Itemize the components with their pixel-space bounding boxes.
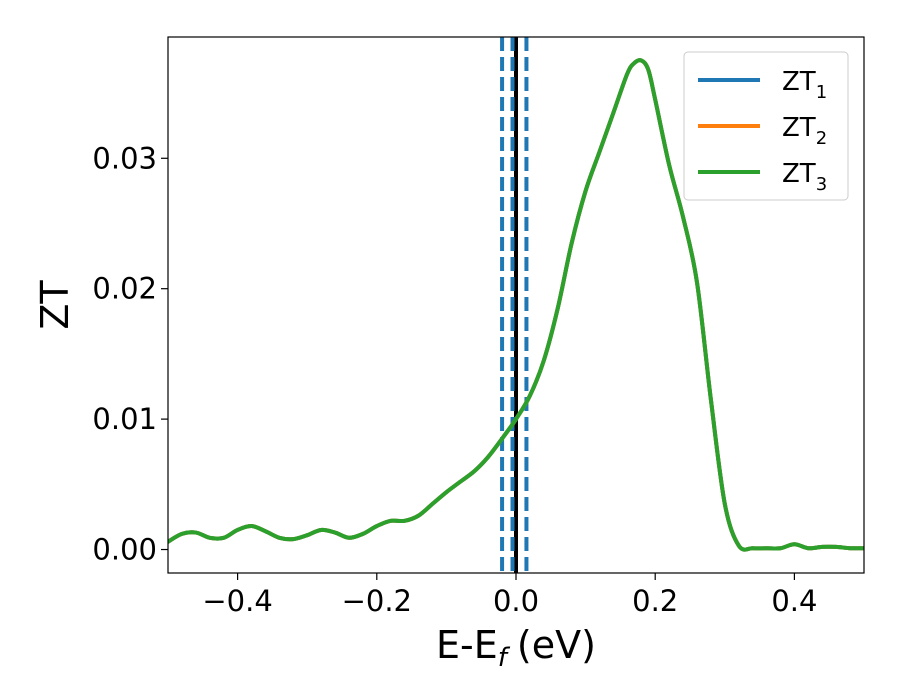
x-axis-label: E-Ef (eV) <box>436 623 596 673</box>
y-axis-label: ZT <box>33 280 77 330</box>
x-tick-label: 0.4 <box>771 584 817 618</box>
legend-label-zt1: ZT1 <box>782 67 827 103</box>
y-axis-ticks: 0.00 0.01 0.02 0.03 <box>92 141 168 567</box>
y-tick-label: 0.00 <box>92 533 157 567</box>
x-tick-label: −0.4 <box>202 584 272 618</box>
x-axis-ticks: −0.4 −0.2 0.0 0.2 0.4 <box>202 573 817 618</box>
x-tick-label: 0.0 <box>493 584 539 618</box>
series-lines <box>168 58 864 552</box>
series-line-zt3 <box>168 58 864 552</box>
x-tick-label: −0.2 <box>342 584 412 618</box>
x-axis-label-main: E-E <box>436 623 498 667</box>
legend-label-zt2: ZT2 <box>782 113 827 149</box>
legend-box <box>683 51 849 201</box>
vertical-markers <box>500 37 529 573</box>
legend-label-zt3: ZT3 <box>782 159 827 195</box>
x-axis-label-unit: (eV) <box>517 623 596 667</box>
y-tick-label: 0.02 <box>92 272 157 306</box>
y-tick-label: 0.01 <box>92 402 157 436</box>
x-tick-label: 0.2 <box>632 584 678 618</box>
y-tick-label: 0.03 <box>92 141 157 175</box>
legend: ZT1 ZT2 ZT3 <box>683 51 849 201</box>
